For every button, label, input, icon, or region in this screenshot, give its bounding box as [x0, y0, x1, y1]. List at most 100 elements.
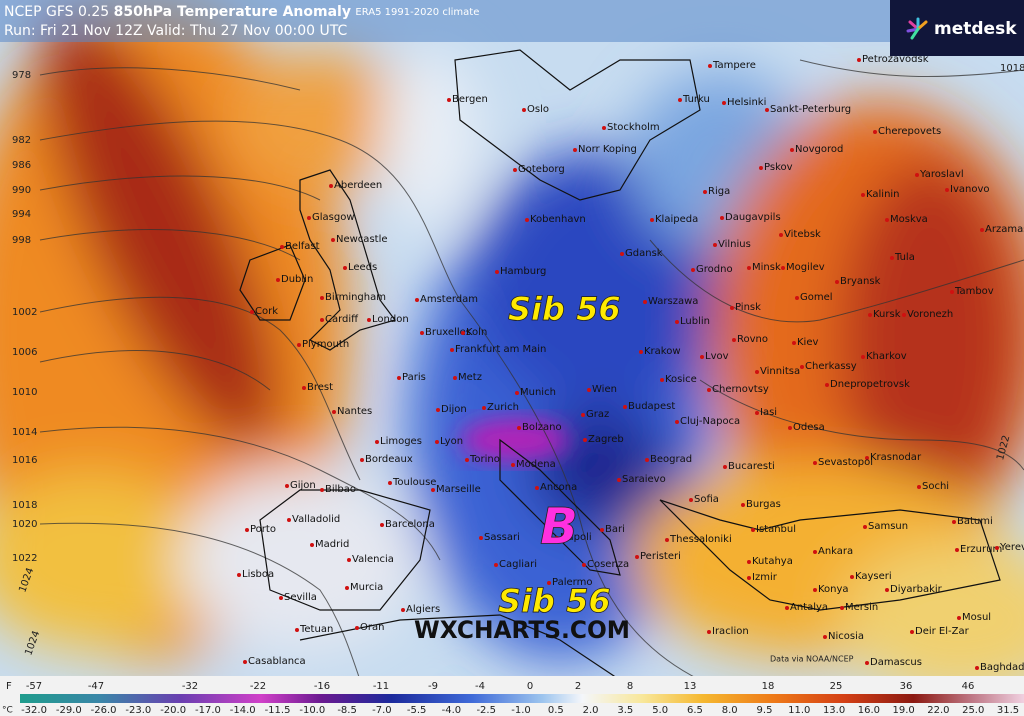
city-dot	[700, 355, 704, 359]
city-label: Cardiff	[325, 314, 359, 325]
city-dot	[865, 661, 869, 665]
city-dot	[355, 626, 359, 630]
city-label: Bergen	[452, 94, 488, 105]
fahrenheit-label: 0	[527, 681, 533, 692]
city-dot	[380, 523, 384, 527]
celsius-label: 3.5	[617, 705, 633, 716]
celsius-label: 5.0	[652, 705, 668, 716]
fahrenheit-label: -9	[428, 681, 438, 692]
fahrenheit-label: -57	[26, 681, 42, 692]
city-label: Helsinki	[727, 97, 766, 108]
city-dot	[461, 331, 465, 335]
city-label: Vitebsk	[784, 229, 821, 240]
celsius-label: -10.0	[299, 705, 325, 716]
city-label: Algiers	[406, 604, 440, 615]
city-label: Daugavpils	[725, 212, 781, 223]
city-label: Porto	[250, 524, 276, 535]
city-dot	[950, 290, 954, 294]
city-label: Belfast	[285, 241, 320, 252]
city-dot	[751, 528, 755, 532]
city-dot	[332, 410, 336, 414]
city-dot	[747, 576, 751, 580]
city-dot	[720, 216, 724, 220]
city-label: Bordeaux	[365, 454, 413, 465]
climate-note: ERA5 1991-2020 climate	[355, 7, 479, 18]
isobar-label: 1020	[12, 519, 37, 530]
annotation-label: Sib 56	[508, 290, 621, 328]
city-label: Gomel	[800, 292, 833, 303]
city-dot	[360, 458, 364, 462]
city-dot	[865, 456, 869, 460]
city-label: Damascus	[870, 657, 922, 668]
city-label: Paris	[402, 372, 426, 383]
fahrenheit-label: 13	[684, 681, 697, 692]
city-dot	[915, 173, 919, 177]
city-label: Cherepovets	[878, 126, 941, 137]
city-label: Plymouth	[302, 339, 349, 350]
fahrenheit-label: 2	[575, 681, 581, 692]
isobar-label: 998	[12, 235, 31, 246]
city-dot	[825, 383, 829, 387]
city-dot	[689, 498, 693, 502]
city-label: Norr Koping	[578, 144, 637, 155]
city-label: Dijon	[441, 404, 467, 415]
city-dot	[995, 546, 999, 550]
city-dot	[952, 520, 956, 524]
isobar-label: 1002	[12, 307, 37, 318]
logo-icon	[906, 17, 928, 40]
city-label: Chernovtsy	[712, 384, 769, 395]
city-label: Zagreb	[588, 434, 624, 445]
city-dot	[287, 518, 291, 522]
city-dot	[747, 560, 751, 564]
city-label: Goteborg	[518, 164, 565, 175]
city-dot	[643, 300, 647, 304]
city-dot	[479, 536, 483, 540]
city-label: Rovno	[737, 334, 768, 345]
fahrenheit-label: 25	[830, 681, 843, 692]
city-dot	[482, 406, 486, 410]
fahrenheit-label: -22	[250, 681, 266, 692]
isobar-label: 1010	[12, 387, 37, 398]
city-dot	[511, 463, 515, 467]
celsius-label: -8.5	[337, 705, 357, 716]
city-label: Kiev	[797, 337, 818, 348]
anomaly-field	[0, 0, 1024, 700]
city-label: Sevilla	[284, 592, 317, 603]
city-dot	[863, 525, 867, 529]
celsius-label: 19.0	[893, 705, 915, 716]
city-dot	[678, 98, 682, 102]
city-label: Krakow	[644, 346, 681, 357]
city-label: Lyon	[440, 436, 463, 447]
city-label: Nicosia	[828, 631, 864, 642]
city-label: Sochi	[922, 481, 949, 492]
city-label: Kursk	[873, 309, 901, 320]
city-label: Palermo	[552, 577, 592, 588]
legend-labels: -57 -47 -32 -22 -16 -11 -9 -4 0 2 8 13 18 25 36 46 -32.0…	[21, 681, 1019, 716]
city-label: Sankt-Peterburg	[770, 104, 851, 115]
city-dot	[245, 528, 249, 532]
celsius-label: 13.0	[823, 705, 845, 716]
city-label: Deir El-Zar	[915, 626, 970, 637]
city-label: Stockholm	[607, 122, 660, 133]
city-dot	[902, 313, 906, 317]
city-label: Leeds	[348, 262, 377, 273]
city-label: Oran	[360, 622, 384, 633]
city-dot	[535, 486, 539, 490]
city-label: Tampere	[712, 60, 756, 71]
city-label: Toulouse	[392, 477, 436, 488]
city-label: Cluj-Napoca	[680, 416, 740, 427]
city-dot	[645, 458, 649, 462]
fahrenheit-label: -47	[88, 681, 104, 692]
city-label: Torino	[469, 454, 500, 465]
city-dot	[587, 388, 591, 392]
city-label: Frankfurt am Main	[455, 344, 546, 355]
city-dot	[722, 101, 726, 105]
city-label: Limoges	[380, 436, 422, 447]
city-dot	[835, 280, 839, 284]
city-dot	[861, 355, 865, 359]
city-label: Peristeri	[640, 551, 681, 562]
city-label: Gijon	[290, 480, 316, 491]
city-dot	[547, 581, 551, 585]
city-dot	[525, 218, 529, 222]
